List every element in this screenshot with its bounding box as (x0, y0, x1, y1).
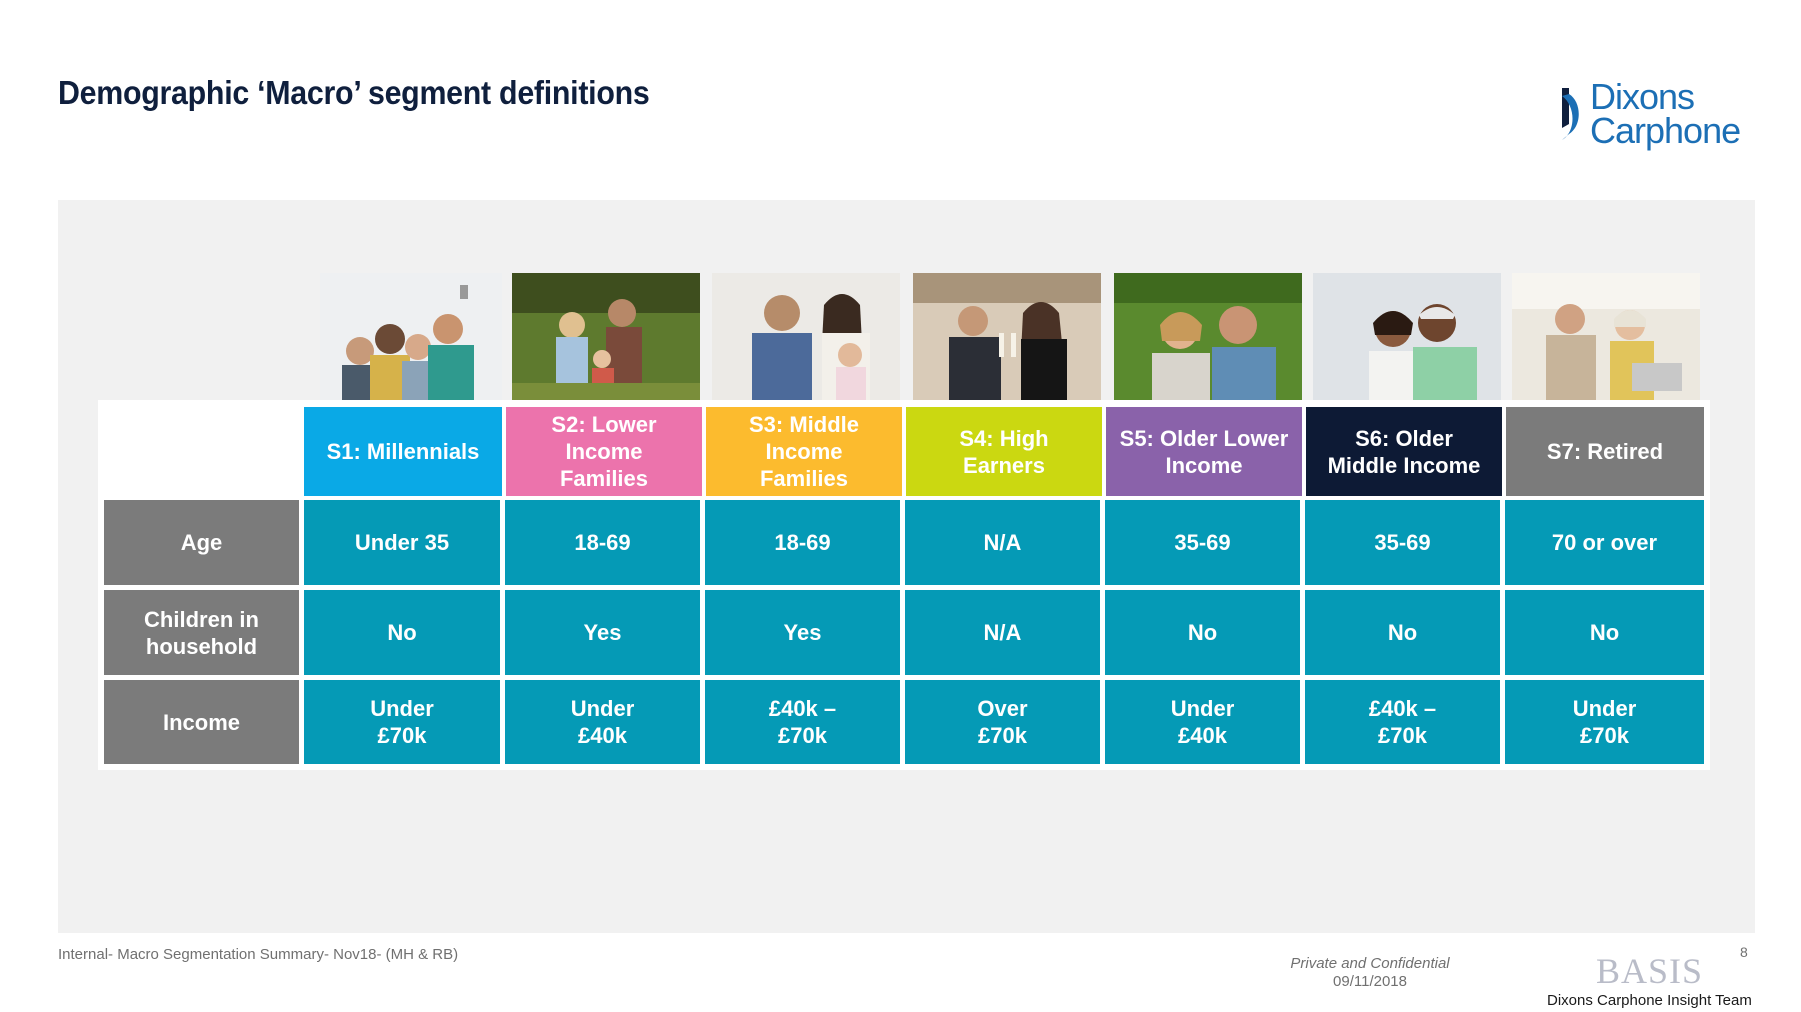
table-cell: 35-69 (1305, 500, 1500, 585)
segment-photo-s1 (320, 273, 502, 400)
retired-couple-laptop-photo-icon (1512, 273, 1700, 400)
row-label-age: Age (104, 500, 299, 585)
table-cell: Under £70k (304, 680, 500, 764)
couple-toasting-photo-icon (913, 273, 1101, 400)
segment-name: S2: Lower Income Families (551, 412, 657, 491)
segment-header-s6: S6: Older Middle Income (1306, 407, 1502, 496)
table-cell: No (1305, 590, 1500, 675)
segment-header-s3: S3: Middle Income Families (706, 407, 902, 496)
table-cell: 35-69 (1105, 500, 1300, 585)
row-label-income: Income (104, 680, 299, 764)
segment-name: S1: Millennials (326, 439, 480, 464)
table-cell: Under £40k (1105, 680, 1300, 764)
table-cell: Under 35 (304, 500, 500, 585)
table-cell: £40k – £70k (705, 680, 900, 764)
table-cell: No (1105, 590, 1300, 675)
table-cell: Yes (705, 590, 900, 675)
slide-title: Demographic ‘Macro’ segment definitions (58, 74, 650, 111)
segment-header-s5: S5: Older Lower Income (1106, 407, 1302, 496)
table-cell: Under £70k (1505, 680, 1704, 764)
segment-header-s2: S2: Lower Income Families (506, 407, 702, 496)
row-label-children: Children in household (104, 590, 299, 675)
table-cell: N/A (905, 590, 1100, 675)
table-cell: No (304, 590, 500, 675)
footer-confidential: Private and Confidential (1290, 955, 1450, 972)
segment-name: S6: Older Middle Income (1327, 425, 1481, 478)
segment-photo-s5 (1114, 273, 1302, 400)
segment-name: S5: Older Lower Income (1119, 425, 1289, 478)
table-cell: N/A (905, 500, 1100, 585)
parents-child-photo-icon (712, 273, 900, 400)
logo-wordmark: Dixons Carphone (1590, 76, 1741, 151)
table-cell: Yes (505, 590, 700, 675)
dixons-carphone-logo: Dixons Carphone (1560, 76, 1760, 151)
segment-name: S3: Middle Income Families (748, 412, 859, 491)
segment-header-s1: S1: Millennials (304, 407, 502, 496)
segment-name: S7: Retired (1546, 439, 1664, 464)
segment-photo-s7 (1512, 273, 1700, 400)
table-cell: £40k – £70k (1305, 680, 1500, 764)
group-selfie-photo-icon (320, 273, 502, 400)
table-cell: 70 or over (1505, 500, 1704, 585)
table-cell: Over £70k (905, 680, 1100, 764)
footer-team: Dixons Carphone Insight Team (1547, 992, 1752, 1009)
dixons-carphone-mark-icon (1562, 88, 1579, 140)
table-cell: 18-69 (505, 500, 700, 585)
table-cell: Under £40k (505, 680, 700, 764)
older-couple-smiling-photo-icon (1313, 273, 1501, 400)
segment-header-s7: S7: Retired (1506, 407, 1704, 496)
table-cell: 18-69 (705, 500, 900, 585)
segment-header-s4: S4: High Earners (906, 407, 1102, 496)
table-cell: No (1505, 590, 1704, 675)
older-couple-garden-photo-icon (1114, 273, 1302, 400)
segment-photo-s2 (512, 273, 700, 400)
basis-logo: BASIS (1596, 951, 1704, 991)
segment-name: S4: High Earners (959, 425, 1049, 478)
logo-line-2: Carphone (1590, 110, 1741, 151)
footer-date: 09/11/2018 (1333, 973, 1407, 990)
segment-photo-s6 (1313, 273, 1501, 400)
family-outdoors-photo-icon (512, 273, 700, 400)
footer-document-label: Internal- Macro Segmentation Summary- No… (58, 946, 459, 963)
segment-photo-s3 (712, 273, 900, 400)
page-number: 8 (1740, 944, 1748, 960)
logo-line-1: Dixons (1590, 76, 1695, 117)
segment-photo-s4 (913, 273, 1101, 400)
